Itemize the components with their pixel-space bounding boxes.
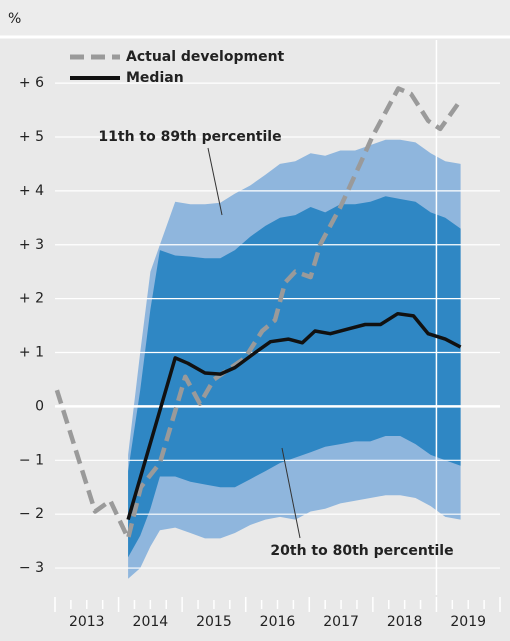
x-tick-label: 2016: [260, 614, 296, 630]
y-tick-label: + 4: [19, 183, 44, 199]
y-tick-label: + 1: [19, 345, 44, 361]
percentile-band: [128, 196, 461, 558]
y-tick-label: − 1: [19, 452, 44, 468]
annotation-leader: [207, 147, 223, 216]
y-tick-label: + 3: [19, 237, 44, 253]
y-tick-label: − 2: [19, 506, 44, 522]
band-annotation: 20th to 80th percentile: [270, 543, 453, 559]
x-tick-label: 2017: [323, 614, 359, 630]
legend-label: Median: [126, 70, 184, 86]
x-tick-label: 2019: [450, 614, 486, 630]
band-annotation: 11th to 89th percentile: [98, 129, 281, 145]
unit-label: %: [8, 11, 21, 27]
annotation-leader: [281, 447, 301, 539]
y-tick-label: − 3: [19, 560, 44, 576]
median-line: [126, 311, 462, 521]
y-tick-label: + 6: [19, 75, 44, 91]
x-tick-label: 2014: [133, 614, 169, 630]
x-tick-label: 2015: [196, 614, 232, 630]
x-tick-label: 2013: [69, 614, 105, 630]
y-tick-label: 0: [35, 398, 44, 414]
y-tick-label: + 2: [19, 291, 44, 307]
legend-label: Actual development: [126, 49, 285, 65]
y-tick-label: + 5: [19, 129, 44, 145]
x-tick-label: 2018: [387, 614, 423, 630]
header-strip: [0, 0, 510, 36]
actual-line: [54, 86, 464, 541]
